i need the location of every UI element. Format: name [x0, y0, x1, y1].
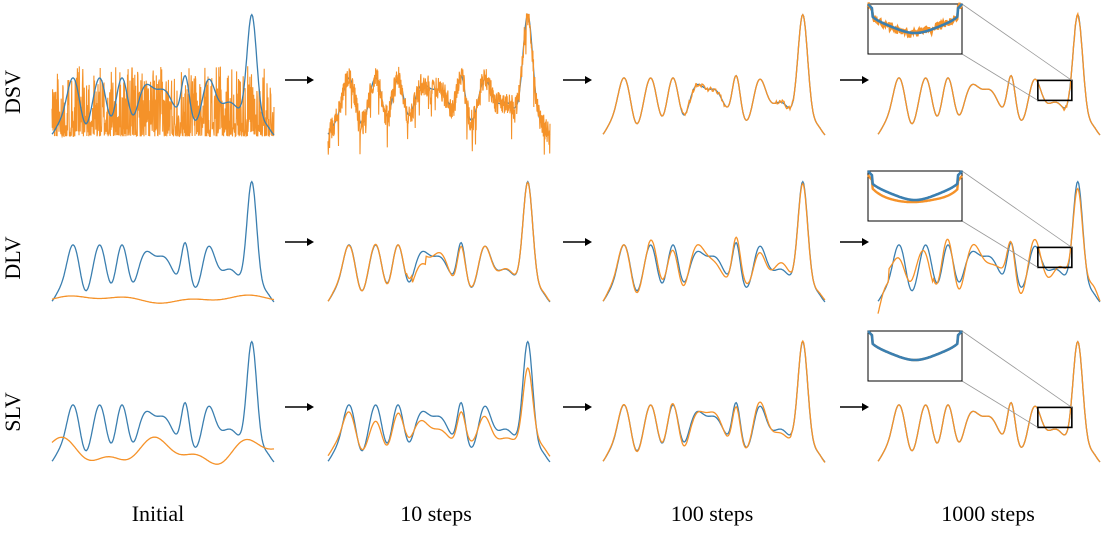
row-label-dsv: DSV	[0, 70, 25, 114]
estimate-line	[602, 13, 826, 136]
step-arrow	[563, 76, 592, 84]
zoom-target-line	[867, 170, 963, 202]
panel-dlv-1000-steps	[867, 170, 1101, 314]
estimate-line	[327, 13, 551, 155]
zoom-connector	[961, 220, 1039, 268]
zoom-target-line	[867, 3, 963, 35]
step-arrow	[840, 76, 869, 84]
step-arrow	[285, 403, 314, 411]
panel-dlv-initial	[51, 180, 275, 304]
panel-grid	[51, 2, 1101, 465]
zoom-estimate-line	[867, 174, 963, 204]
step-arrow	[563, 403, 592, 411]
estimate-line	[877, 11, 1101, 136]
zoom-target-line	[867, 330, 963, 362]
step-arrow	[285, 238, 314, 246]
estimate-line	[602, 339, 826, 463]
arrow-group	[285, 76, 869, 411]
estimate-line	[327, 181, 551, 302]
target-line	[327, 340, 551, 463]
target-line	[327, 180, 551, 303]
zoom-connector	[961, 53, 1039, 101]
panel-slv-100-steps	[602, 339, 826, 463]
row-label-slv: SLV	[0, 392, 25, 432]
column-label-100-steps: 100 steps	[671, 501, 754, 526]
zoom-inset	[867, 330, 963, 382]
step-arrow	[563, 238, 592, 246]
panel-dsv-1000-steps	[866, 2, 1101, 136]
zoom-region-box	[1037, 246, 1073, 269]
step-arrow	[285, 76, 314, 84]
target-line	[51, 340, 275, 463]
zoom-region-box	[1037, 79, 1073, 102]
estimate-line	[51, 66, 275, 139]
target-line	[327, 13, 551, 136]
estimate-line	[877, 340, 1101, 463]
step-arrow	[840, 238, 869, 246]
estimate-line	[51, 436, 275, 465]
panel-slv-1000-steps	[867, 330, 1101, 463]
zoom-connector	[961, 380, 1039, 428]
estimate-line	[327, 366, 551, 457]
panel-dlv-10-steps	[327, 180, 551, 303]
zoom-connector	[961, 3, 1073, 81]
zoom-connector	[961, 330, 1073, 408]
step-arrow	[840, 403, 869, 411]
zoom-connector	[961, 170, 1073, 248]
target-line	[602, 340, 826, 463]
zoom-region-box	[1037, 406, 1073, 429]
estimate-line	[602, 182, 826, 302]
row-label-dlv: DLV	[0, 236, 25, 279]
column-label-initial: Initial	[132, 501, 185, 526]
target-line	[602, 13, 826, 136]
panel-slv-initial	[51, 340, 275, 465]
column-label-10-steps: 10 steps	[400, 501, 472, 526]
target-line	[602, 180, 826, 303]
target-line	[51, 13, 275, 136]
panel-dsv-10-steps	[327, 13, 551, 155]
panel-dlv-100-steps	[602, 180, 826, 303]
estimate-line	[51, 294, 275, 304]
panel-dsv-100-steps	[602, 13, 826, 136]
column-label-1000-steps: 1000 steps	[941, 501, 1035, 526]
target-line	[877, 180, 1101, 303]
panel-dsv-initial	[51, 13, 275, 139]
target-line	[51, 180, 275, 303]
panel-slv-10-steps	[327, 340, 551, 463]
